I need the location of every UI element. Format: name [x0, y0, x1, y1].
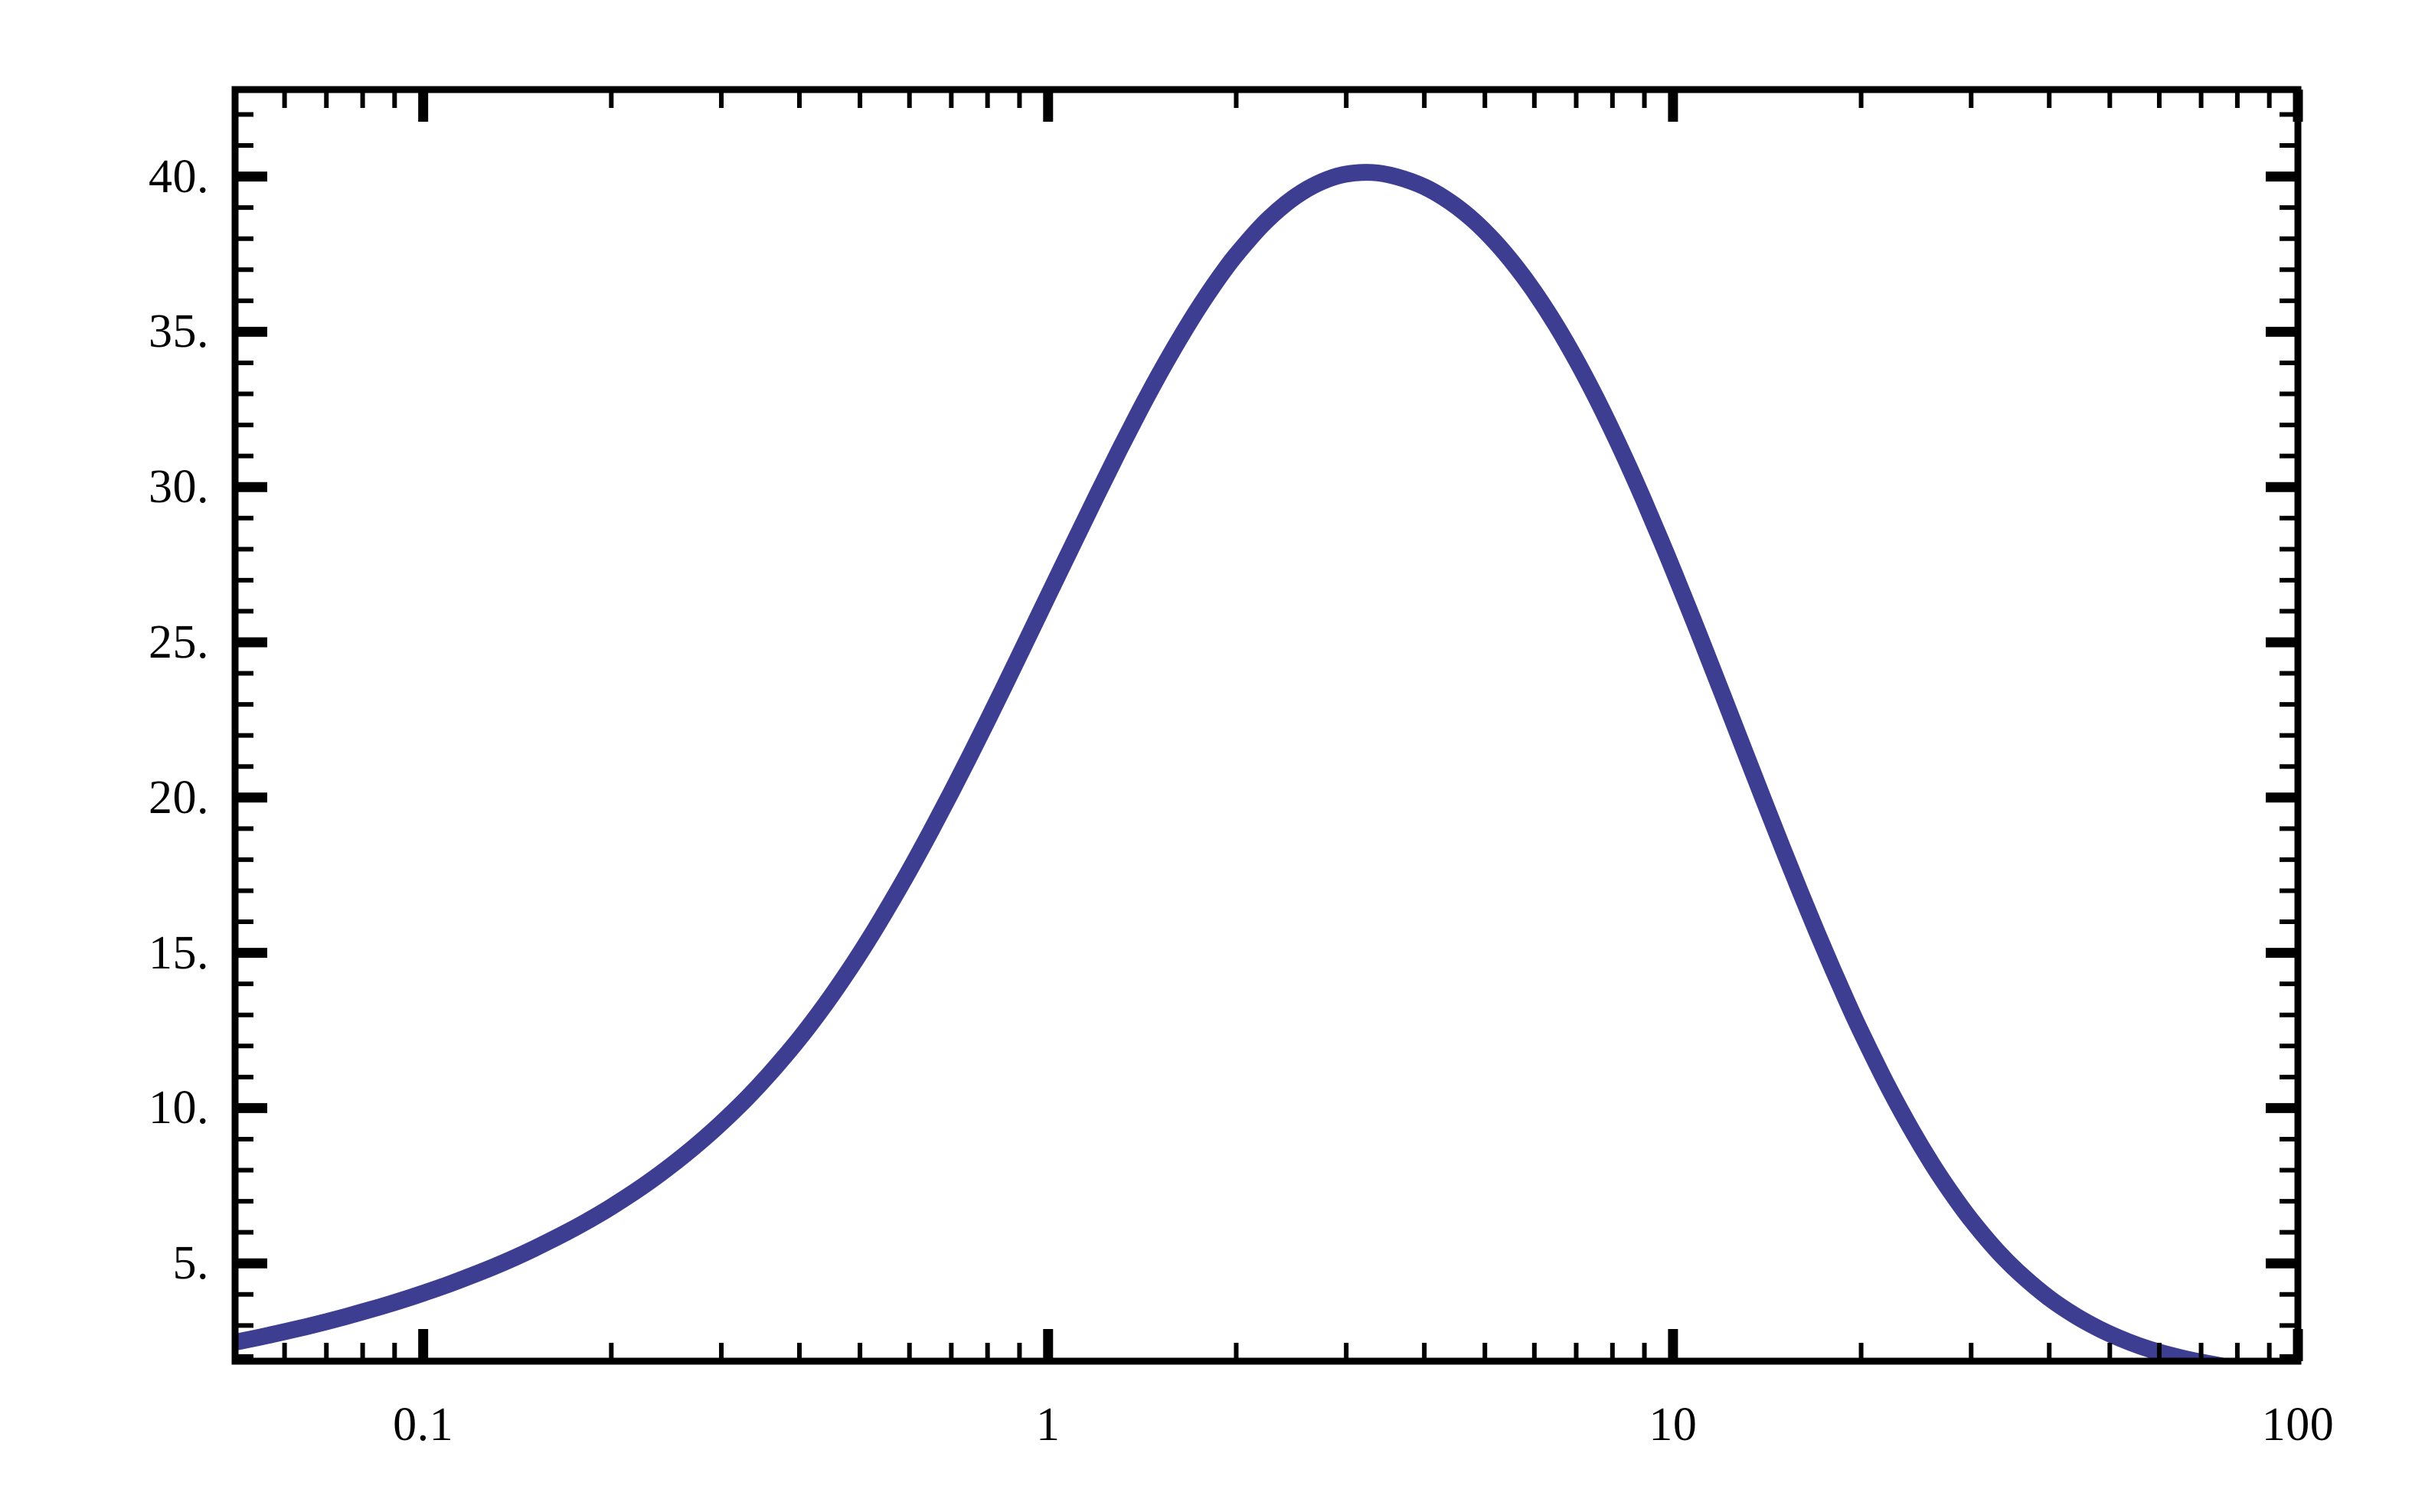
x-tick-label: 1 [1036, 1399, 1061, 1451]
y-tick-label: 10. [149, 1082, 209, 1135]
y-tick-label: 35. [149, 305, 209, 358]
data-curve-group [235, 164, 2250, 1361]
data-curve-line [235, 164, 2250, 1361]
axis-ticks-group [233, 90, 2303, 1361]
y-tick-label: 30. [149, 461, 209, 514]
y-tick-label: 5. [172, 1237, 209, 1290]
y-tick-label: 40. [149, 150, 209, 203]
x-tick-label: 0.1 [393, 1399, 454, 1451]
x-tick-label: 10 [1649, 1399, 1698, 1451]
y-tick-label: 15. [149, 926, 209, 979]
y-tick-label: 20. [149, 771, 209, 824]
y-tick-label: 25. [149, 616, 209, 668]
plot-frame-border [231, 86, 2302, 1365]
x-tick-label: 100 [2261, 1399, 2335, 1451]
